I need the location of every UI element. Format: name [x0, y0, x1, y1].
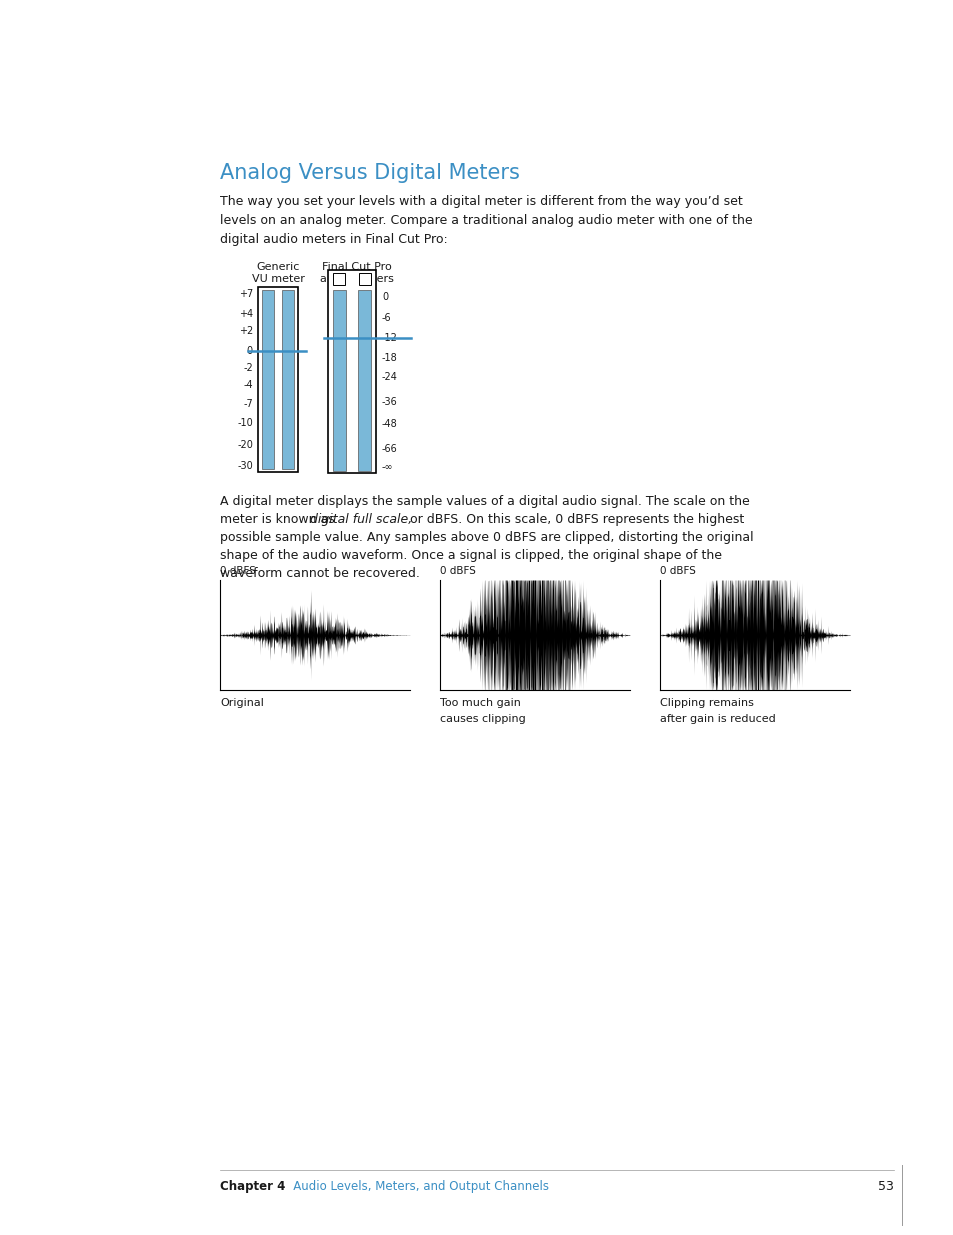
Text: -∞: -∞ — [381, 462, 394, 472]
Text: meter is known as: meter is known as — [220, 513, 338, 526]
Text: levels on an analog meter. Compare a traditional analog audio meter with one of : levels on an analog meter. Compare a tra… — [220, 214, 752, 227]
Text: Original: Original — [220, 698, 264, 708]
Text: Chapter 4: Chapter 4 — [220, 1179, 285, 1193]
Text: shape of the audio waveform. Once a signal is clipped, the original shape of the: shape of the audio waveform. Once a sign… — [220, 550, 721, 562]
Text: Too much gain: Too much gain — [439, 698, 520, 708]
Text: -7: -7 — [243, 399, 253, 410]
Text: +4: +4 — [238, 309, 253, 319]
Text: -4: -4 — [243, 380, 253, 390]
Text: -2: -2 — [243, 363, 253, 373]
Text: 53: 53 — [877, 1179, 893, 1193]
Text: -30: -30 — [237, 462, 253, 472]
Text: +7: +7 — [238, 289, 253, 299]
Text: digital audio meters in Final Cut Pro:: digital audio meters in Final Cut Pro: — [220, 233, 447, 246]
Text: -18: -18 — [381, 353, 397, 363]
Text: waveform cannot be recovered.: waveform cannot be recovered. — [220, 567, 419, 580]
Text: Audio Levels, Meters, and Output Channels: Audio Levels, Meters, and Output Channel… — [282, 1179, 548, 1193]
Text: -24: -24 — [381, 372, 397, 382]
Text: -20: -20 — [237, 440, 253, 451]
Text: possible sample value. Any samples above 0 dBFS are clipped, distorting the orig: possible sample value. Any samples above… — [220, 531, 753, 543]
Bar — [333, 273, 345, 285]
Text: digital full scale,: digital full scale, — [310, 513, 413, 526]
Bar — [333, 290, 346, 471]
Text: Generic: Generic — [256, 262, 299, 272]
Text: VU meter: VU meter — [252, 274, 304, 284]
Bar — [357, 290, 371, 471]
Text: 0 dBFS: 0 dBFS — [659, 566, 695, 576]
Text: I: I — [845, 144, 851, 159]
Bar — [257, 287, 297, 472]
Text: -66: -66 — [381, 445, 397, 454]
Text: Clipping remains: Clipping remains — [659, 698, 753, 708]
Text: audio meters: audio meters — [319, 274, 394, 284]
Text: or dBFS. On this scale, 0 dBFS represents the highest: or dBFS. On this scale, 0 dBFS represent… — [405, 513, 743, 526]
Text: -6: -6 — [381, 312, 392, 324]
Text: +2: +2 — [238, 326, 253, 336]
Bar — [328, 270, 375, 473]
Text: 0 dBFS: 0 dBFS — [220, 566, 255, 576]
Text: -36: -36 — [381, 398, 397, 408]
Text: -48: -48 — [381, 419, 397, 429]
Text: 0: 0 — [247, 346, 253, 356]
Text: after gain is reduced: after gain is reduced — [659, 714, 775, 724]
Text: -10: -10 — [237, 417, 253, 429]
Text: Analog Versus Digital Meters: Analog Versus Digital Meters — [220, 163, 519, 183]
Text: The way you set your levels with a digital meter is different from the way you’d: The way you set your levels with a digit… — [220, 195, 742, 207]
Bar — [358, 273, 371, 285]
Text: A digital meter displays the sample values of a digital audio signal. The scale : A digital meter displays the sample valu… — [220, 495, 749, 508]
Text: causes clipping: causes clipping — [439, 714, 525, 724]
Bar — [282, 290, 294, 469]
Text: -12: -12 — [381, 333, 397, 343]
Text: 0: 0 — [381, 293, 388, 303]
Text: Final Cut Pro: Final Cut Pro — [322, 262, 392, 272]
Text: 0 dBFS: 0 dBFS — [439, 566, 476, 576]
Bar — [262, 290, 274, 469]
